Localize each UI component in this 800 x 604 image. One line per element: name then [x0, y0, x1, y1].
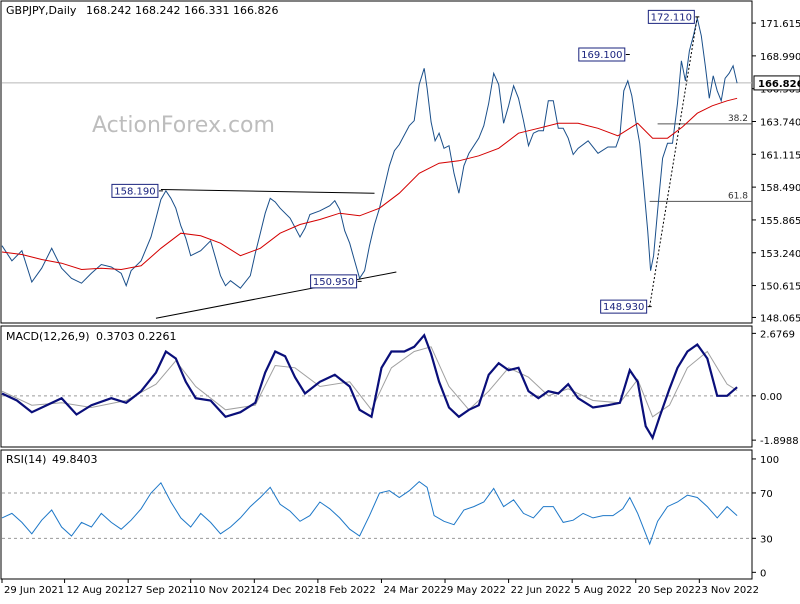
price-y-tick-label: 155.865	[760, 216, 800, 227]
annotation-box	[600, 299, 648, 314]
current-price-tag	[753, 75, 800, 91]
axes-layer: 171.615168.990166.365163.740161.115158.4…	[1, 19, 800, 596]
macd-title: MACD(12,26,9)	[6, 330, 90, 343]
rsi-y-tick-label: 70	[760, 489, 773, 500]
annotation-label: 169.100	[581, 50, 622, 61]
x-tick-label: 20 Sep 2022	[638, 585, 701, 596]
annotation-label: 148.930	[603, 302, 644, 313]
ohlc-values: 168.242 168.242 166.331 166.826	[86, 4, 278, 17]
rsi-value: 49.8403	[52, 453, 98, 466]
price-y-tick-label: 161.115	[760, 150, 800, 161]
macd-signal-line	[1, 346, 738, 418]
rsi-line	[1, 480, 738, 546]
annotation-box	[647, 9, 695, 24]
moving-average-line	[1, 97, 738, 271]
price-y-tick-label: 148.065	[760, 313, 800, 324]
trendline	[160, 189, 375, 194]
x-tick-label: 3 Nov 2022	[701, 585, 759, 596]
price-y-tick-label: 150.615	[760, 282, 800, 293]
macd-values: 0.3703 0.2261	[96, 330, 176, 343]
macd-panel-frame	[0, 325, 753, 448]
annotation-label: 172.110	[651, 12, 692, 23]
x-tick-label: 27 Sep 2021	[130, 585, 193, 596]
x-tick-label: 8 Feb 2022	[320, 585, 376, 596]
trendline	[155, 271, 397, 319]
trendline	[649, 16, 698, 307]
x-tick-label: 24 Mar 2022	[383, 585, 446, 596]
price-layer: 38.2 61.8 172.110 169.100 158.190 150.950 148.…	[1, 9, 752, 319]
price-panel-frame	[0, 0, 753, 324]
rsi-panel-frame	[0, 449, 753, 580]
rsi-y-tick-label: 0	[760, 568, 766, 579]
x-tick-label: 22 Jun 2022	[511, 585, 571, 596]
macd-layer	[1, 333, 752, 441]
x-tick-label: 29 Jun 2021	[4, 585, 64, 596]
x-tick-label: 12 Aug 2021	[67, 585, 131, 596]
annotation-label: 158.190	[114, 186, 155, 197]
price-y-tick-label: 163.740	[760, 118, 800, 129]
price-series-line	[1, 18, 738, 289]
chart-title: GBPJPY,Daily	[6, 4, 77, 17]
rsi-y-tick-label: 30	[760, 534, 773, 545]
annotation-box	[310, 274, 358, 289]
x-tick-label: 24 Dec 2021	[256, 585, 320, 596]
macd-y-tick-label: -1.8988	[760, 436, 799, 447]
annotation-box	[111, 183, 159, 198]
x-tick-label: 10 Nov 2021	[193, 585, 257, 596]
macd-main-line	[1, 333, 738, 441]
x-tick-label: 9 May 2022	[447, 585, 506, 596]
x-tick-label: 5 Aug 2022	[574, 585, 632, 596]
price-y-tick-label: 153.240	[760, 249, 800, 260]
macd-y-tick-label: 0.00	[760, 392, 782, 403]
annotation-box	[578, 47, 626, 62]
price-y-tick-label: 171.615	[760, 19, 800, 30]
fib-level-label: 38.2	[728, 114, 748, 124]
fib-level-label: 61.8	[728, 191, 748, 201]
macd-y-tick-label: 2.6769	[760, 329, 795, 340]
rsi-y-tick-label: 100	[760, 455, 779, 466]
current-price-tag-label: 166.826	[758, 79, 800, 90]
price-y-tick-label: 168.990	[760, 52, 800, 63]
watermark: ActionForex.com	[92, 113, 275, 138]
rsi-title: RSI(14)	[6, 453, 46, 466]
price-y-tick-label: 158.490	[760, 183, 800, 194]
annotation-label: 150.950	[313, 277, 354, 288]
rsi-layer	[1, 480, 752, 546]
